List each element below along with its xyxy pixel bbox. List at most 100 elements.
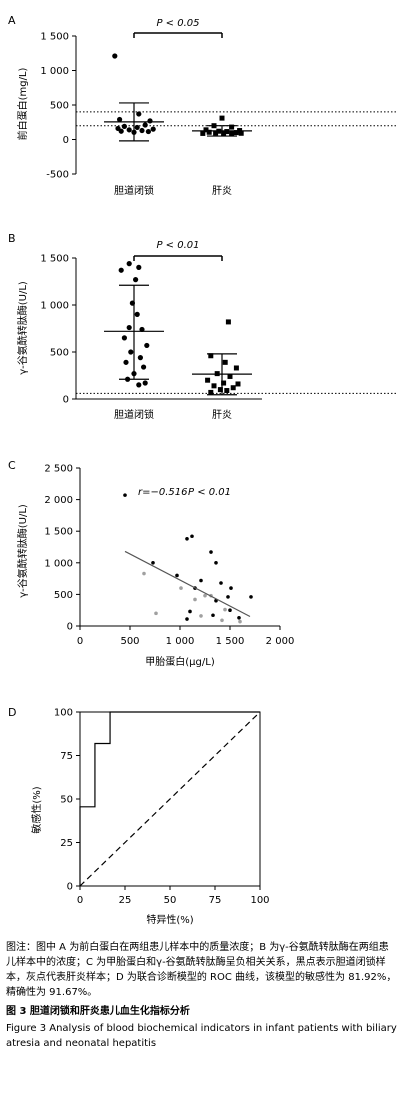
c-data-point xyxy=(123,493,127,497)
c-ytick-label: 500 xyxy=(54,590,73,601)
c-data-point xyxy=(199,578,203,583)
b-data-point xyxy=(126,324,132,331)
b-data-point xyxy=(214,371,220,377)
c-ytick-label: 2 500 xyxy=(44,464,73,475)
a-data-point xyxy=(229,124,235,130)
a-data-point xyxy=(221,131,227,137)
b-data-point xyxy=(235,381,241,387)
d-ytick-label: 25 xyxy=(60,838,73,849)
a-data-point xyxy=(134,124,140,131)
panel-a-chart: A 前白蛋白(mg/L) -500 0 500 1 000 1 500 P < 0.05… xyxy=(8,14,398,197)
b-data-point xyxy=(224,388,230,394)
c-xtick-label: 500 xyxy=(120,636,139,647)
b-data-point xyxy=(131,371,137,377)
a-data-point xyxy=(203,127,209,133)
b-data-point xyxy=(128,349,134,355)
panel-c-xlabel: 甲胎蛋白(μg/L) xyxy=(145,655,215,668)
a-data-point xyxy=(117,116,123,123)
c-data-point xyxy=(219,581,223,585)
figure-note: 图注：图中 A 为前白蛋白在两组患儿样本中的质量浓度；B 为γ-谷氨酰转肽酶在两… xyxy=(6,940,398,1000)
c-data-point xyxy=(238,619,242,624)
c-data-point xyxy=(185,536,189,541)
b-data-point xyxy=(217,387,223,393)
d-ytick-label: 75 xyxy=(60,751,73,762)
a-ytick-label: 1 500 xyxy=(40,32,69,43)
figure-note-text: 图注：图中 A 为前白蛋白在两组患儿样本中的质量浓度；B 为γ-谷氨酰转肽酶在两… xyxy=(6,942,397,998)
panel-b-significance-label: P < 0.01 xyxy=(156,240,199,251)
b-data-point xyxy=(137,355,143,361)
b-data-point xyxy=(208,389,214,395)
c-data-point xyxy=(190,534,194,539)
a-ytick-label: 500 xyxy=(50,101,69,112)
b-data-point xyxy=(126,261,132,267)
b-data-point xyxy=(211,383,217,389)
d-xtick-label: 25 xyxy=(119,895,132,906)
b-data-point xyxy=(125,376,131,382)
a-data-point xyxy=(229,131,235,137)
d-xtick-label: 100 xyxy=(250,895,269,906)
b-data-point xyxy=(233,365,239,371)
a-category-label: 肝炎 xyxy=(212,185,232,197)
b-data-point xyxy=(208,353,214,359)
a-data-point xyxy=(200,130,206,136)
c-data-point xyxy=(151,561,155,565)
panel-a-ylabel: 前白蛋白(mg/L) xyxy=(16,67,29,140)
b-data-point xyxy=(230,385,236,391)
c-data-point xyxy=(193,597,197,602)
b-data-point xyxy=(141,364,147,370)
panel-c-letter: C xyxy=(8,459,16,472)
c-data-point xyxy=(185,617,189,621)
d-xtick-label: 75 xyxy=(209,895,222,906)
b-data-point xyxy=(134,311,140,317)
c-ytick-label: 0 xyxy=(67,622,73,633)
c-data-point xyxy=(228,608,232,612)
c-data-point xyxy=(214,561,218,565)
a-data-point xyxy=(224,129,230,135)
figure-title-zh-text: 图 3 胆道闭锁和肝炎患儿血生化指标分析 xyxy=(6,1006,190,1017)
a-data-point xyxy=(237,128,243,134)
c-ytick-label: 1 500 xyxy=(44,527,73,538)
a-data-point xyxy=(238,130,244,136)
figure-title-en: Figure 3 Analysis of blood biochemical i… xyxy=(6,1021,398,1051)
c-data-point xyxy=(142,571,146,576)
b-data-point xyxy=(139,326,145,333)
b-data-point xyxy=(222,359,228,365)
d-ytick-label: 100 xyxy=(54,708,73,719)
a-data-point xyxy=(142,122,148,128)
b-data-point xyxy=(121,335,127,341)
c-ytick-label: 1 000 xyxy=(44,558,73,569)
a-data-point xyxy=(147,118,153,124)
a-data-point xyxy=(206,129,212,135)
b-data-point xyxy=(221,380,227,386)
panel-d-xlabel: 特异性(%) xyxy=(146,913,193,926)
panel-b-ylabel: γ-谷氨酰转肽酶(U/L) xyxy=(16,281,29,375)
b-data-point xyxy=(136,382,142,388)
d-xtick-label: 0 xyxy=(77,895,83,906)
a-data-point xyxy=(136,111,142,117)
d-ytick-label: 50 xyxy=(60,795,73,806)
c-data-point xyxy=(223,607,227,612)
a-category-label: 胆道闭锁 xyxy=(114,184,154,197)
figure-title-zh: 图 3 胆道闭锁和肝炎患儿血生化指标分析 xyxy=(6,1004,398,1019)
panel-d-letter: D xyxy=(8,706,16,719)
b-ytick-label: 0 xyxy=(63,395,69,406)
c-data-point xyxy=(188,609,192,614)
a-data-point xyxy=(233,130,239,136)
panel-c-ylabel: γ-谷氨酰转肽酶(U/L) xyxy=(16,504,29,598)
b-data-point xyxy=(144,342,150,349)
figure-title-en-text: Figure 3 Analysis of blood biochemical i… xyxy=(6,1023,397,1049)
b-data-point xyxy=(227,373,233,379)
c-ytick-label: 2 000 xyxy=(44,495,73,506)
b-data-point xyxy=(123,359,129,365)
c-xtick-label: 0 xyxy=(77,636,83,647)
c-xtick-label: 1 000 xyxy=(166,636,195,647)
panel-c-regression-line xyxy=(124,550,251,618)
c-data-point xyxy=(199,614,203,618)
c-data-point xyxy=(209,550,213,554)
c-data-point xyxy=(249,595,253,599)
a-data-point xyxy=(145,128,151,135)
c-data-point xyxy=(229,586,233,590)
a-ytick-label: -500 xyxy=(46,170,69,181)
c-data-point xyxy=(237,615,241,620)
a-data-point xyxy=(112,53,118,59)
